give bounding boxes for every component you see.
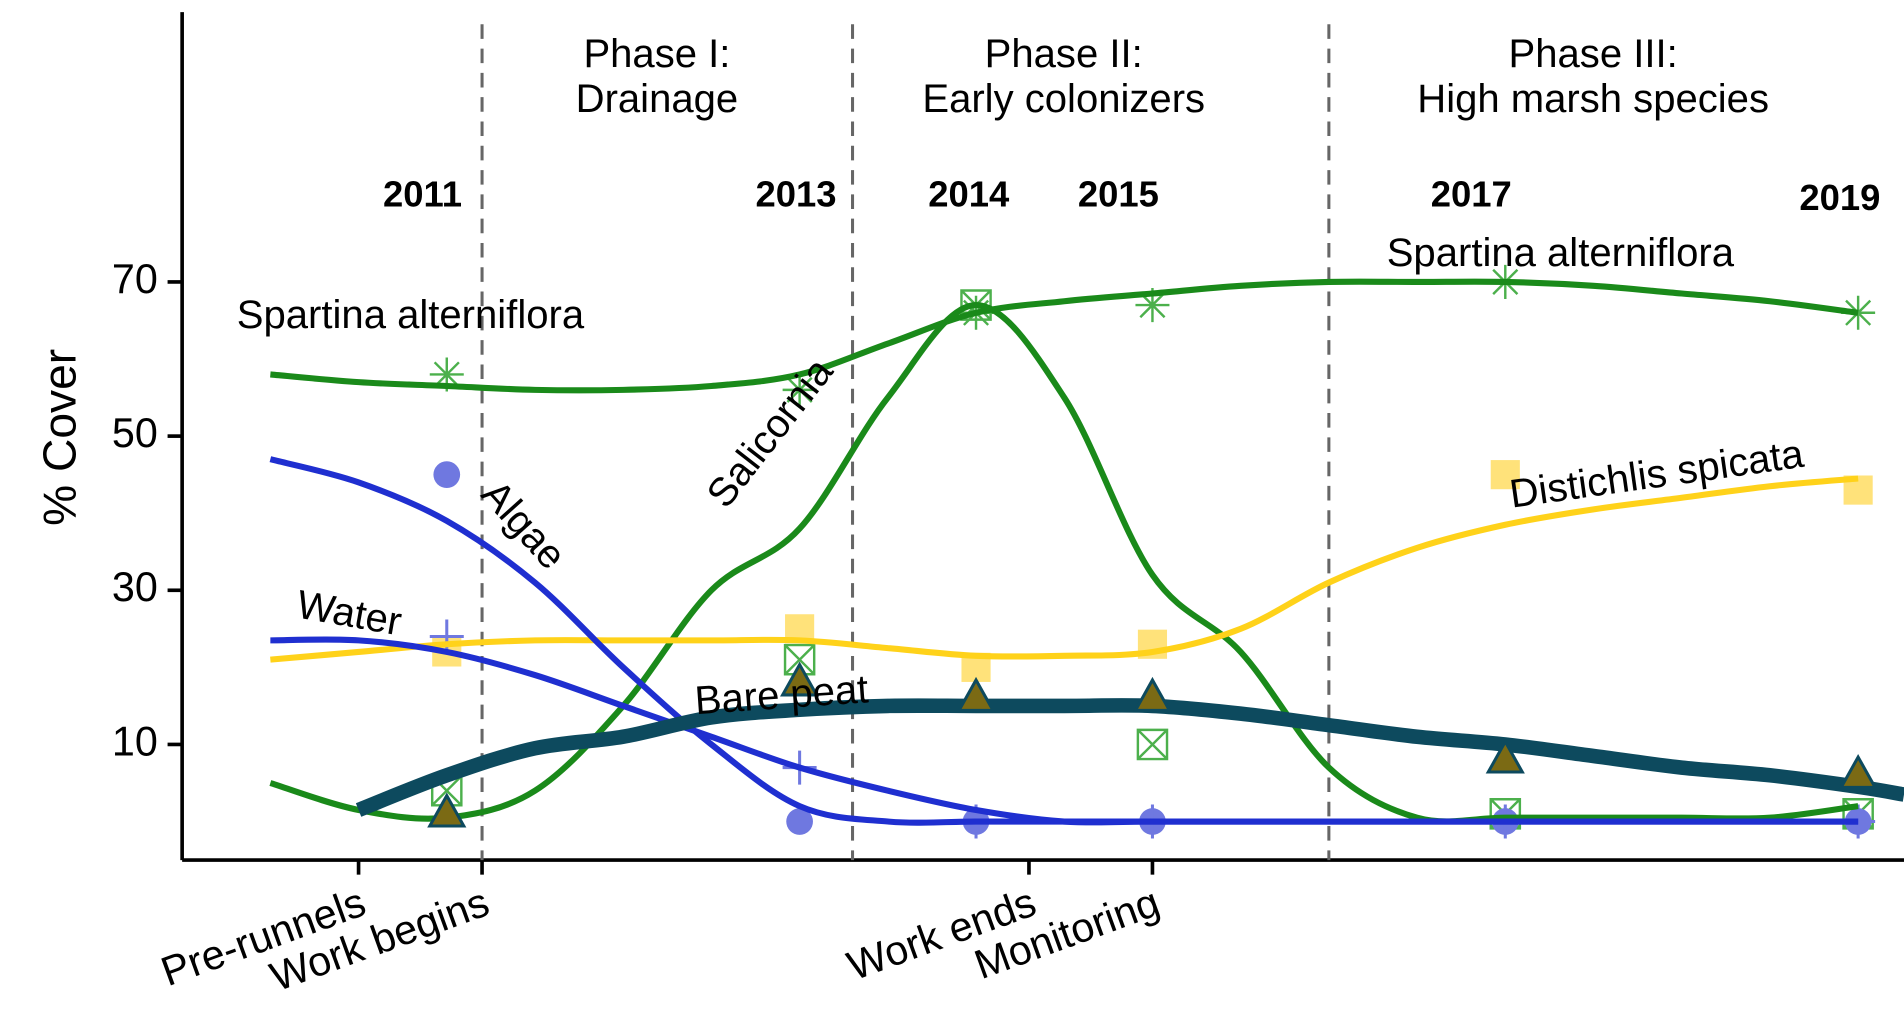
y-axis-label: % Cover (33, 349, 85, 526)
y-tick-label: 50 (112, 410, 158, 456)
annotation: Spartina alterniflora (1387, 231, 1735, 275)
point (1136, 728, 1169, 761)
year-label: 2015 (1078, 174, 1159, 215)
series-label: Spartina alterniflora (237, 293, 585, 337)
series-line (270, 278, 1859, 394)
point (429, 619, 464, 654)
phase-label: Drainage (576, 77, 739, 121)
point (956, 676, 996, 712)
point (427, 792, 467, 828)
point (780, 661, 820, 697)
point (433, 461, 461, 489)
point (1841, 295, 1876, 330)
series-label: Algae (473, 472, 574, 578)
point (1132, 676, 1173, 712)
year-label: 2014 (928, 174, 1010, 215)
series-line (270, 636, 1859, 826)
year-label: 2019 (1799, 177, 1880, 218)
series-line (270, 475, 1859, 663)
series-label: Salicornia (699, 349, 842, 515)
y-tick-label: 70 (112, 256, 158, 302)
y-tick-label: 30 (112, 564, 158, 610)
point (1135, 288, 1170, 323)
point (1485, 738, 1525, 774)
series-label: Water (294, 583, 405, 645)
year-label: 2017 (1431, 174, 1512, 215)
point (1490, 460, 1520, 490)
year-label: 2011 (383, 174, 462, 215)
point (429, 357, 464, 392)
series-line (269, 302, 1859, 825)
y-tick-label: 10 (112, 718, 158, 764)
point (786, 808, 813, 835)
phase-label: Phase I: (583, 32, 730, 76)
phase-label: High marsh species (1417, 77, 1769, 121)
phase-label: Phase III: (1509, 32, 1678, 76)
phase-label: Early colonizers (922, 77, 1205, 121)
point (1838, 753, 1878, 789)
point (782, 372, 817, 407)
phase-label: Phase II: (985, 32, 1143, 76)
point (783, 643, 816, 676)
series-line (355, 698, 1904, 817)
year-label: 2013 (755, 174, 836, 215)
series-label: Bare peat (693, 667, 869, 723)
